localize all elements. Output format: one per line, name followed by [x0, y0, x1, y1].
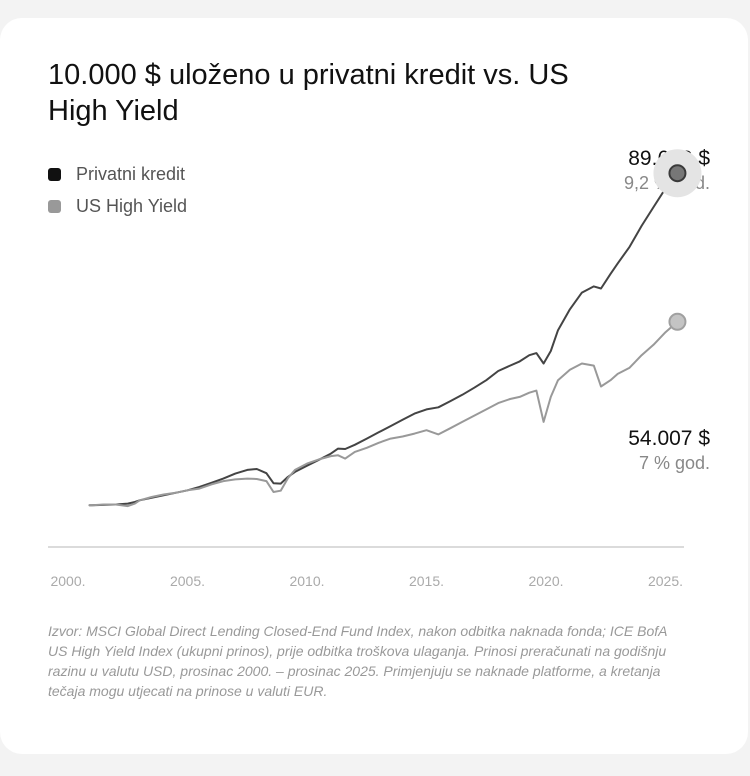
x-tick-label: 2025.: [648, 573, 683, 589]
legend-item-private-credit: Privatni kredit: [48, 158, 187, 190]
end-point-private-credit: [668, 164, 687, 183]
legend-label-us-high-yield: US High Yield: [76, 195, 188, 216]
end-label-us-high-yield: 54.007 $ 7 % god.: [628, 426, 710, 474]
cagr-us-high-yield: 7 % god.: [638, 453, 710, 473]
series-line-private-credit: [88, 172, 679, 507]
legend-swatch-us-high-yield: [48, 199, 61, 213]
source-note: Izvor: MSCI Global Direct Lending Closed…: [48, 623, 667, 699]
chart-card: [0, 18, 748, 754]
legend: Privatni kredit US High Yield: [48, 158, 187, 222]
legend-label-private-credit: Privatni kredit: [76, 163, 186, 184]
x-tick-label: 2020.: [528, 573, 563, 589]
x-tick-label: 2005.: [170, 573, 205, 589]
legend-swatch-private-credit: [48, 167, 61, 181]
x-tick-label: 2000.: [50, 573, 85, 589]
end-point-us-high-yield: [668, 312, 687, 331]
x-tick-label: 2015.: [409, 573, 444, 589]
legend-item-us-high-yield: US High Yield: [48, 190, 187, 222]
x-tick-label: 2010.: [289, 573, 324, 589]
series-line-us-high-yield: [88, 320, 679, 508]
chart-title: 10.000 $ uloženo u privatni kredit vs. U…: [48, 59, 569, 127]
end-value-us-high-yield: 54.007 $: [628, 427, 710, 450]
